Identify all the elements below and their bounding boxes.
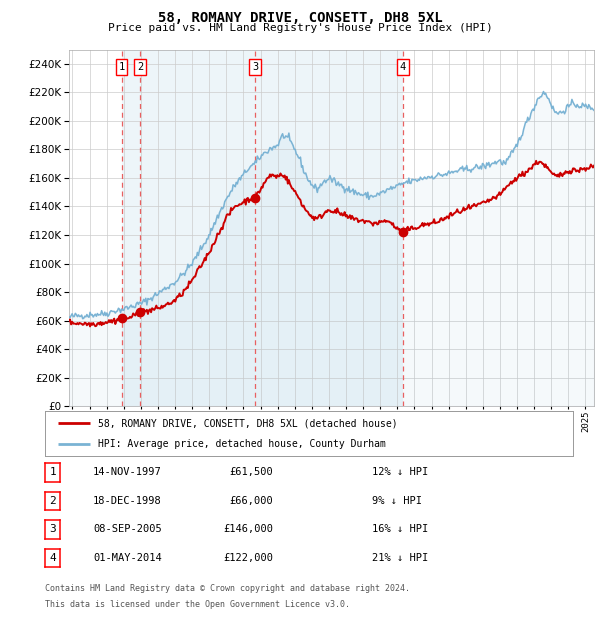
Text: HPI: Average price, detached house, County Durham: HPI: Average price, detached house, Coun… [98,438,386,449]
Text: £61,500: £61,500 [229,467,273,477]
Text: 21% ↓ HPI: 21% ↓ HPI [372,553,428,563]
Text: 18-DEC-1998: 18-DEC-1998 [93,496,162,506]
Text: 08-SEP-2005: 08-SEP-2005 [93,525,162,534]
Text: £122,000: £122,000 [223,553,273,563]
Text: 3: 3 [252,62,258,72]
Text: 14-NOV-1997: 14-NOV-1997 [93,467,162,477]
Text: 1: 1 [49,467,56,477]
Text: This data is licensed under the Open Government Licence v3.0.: This data is licensed under the Open Gov… [45,600,350,609]
Text: Price paid vs. HM Land Registry's House Price Index (HPI): Price paid vs. HM Land Registry's House … [107,23,493,33]
Text: 58, ROMANY DRIVE, CONSETT, DH8 5XL (detached house): 58, ROMANY DRIVE, CONSETT, DH8 5XL (deta… [98,418,397,428]
Text: £66,000: £66,000 [229,496,273,506]
Text: Contains HM Land Registry data © Crown copyright and database right 2024.: Contains HM Land Registry data © Crown c… [45,584,410,593]
Bar [255,50,403,406]
Text: 3: 3 [49,525,56,534]
Text: 4: 4 [49,553,56,563]
Text: 16% ↓ HPI: 16% ↓ HPI [372,525,428,534]
Text: 9% ↓ HPI: 9% ↓ HPI [372,496,422,506]
Text: 1: 1 [118,62,125,72]
Text: £146,000: £146,000 [223,525,273,534]
Text: 01-MAY-2014: 01-MAY-2014 [93,553,162,563]
Text: 12% ↓ HPI: 12% ↓ HPI [372,467,428,477]
Bar [121,50,255,406]
Text: 2: 2 [49,496,56,506]
Text: 4: 4 [400,62,406,72]
Text: 2: 2 [137,62,143,72]
Text: 58, ROMANY DRIVE, CONSETT, DH8 5XL: 58, ROMANY DRIVE, CONSETT, DH8 5XL [158,11,442,25]
